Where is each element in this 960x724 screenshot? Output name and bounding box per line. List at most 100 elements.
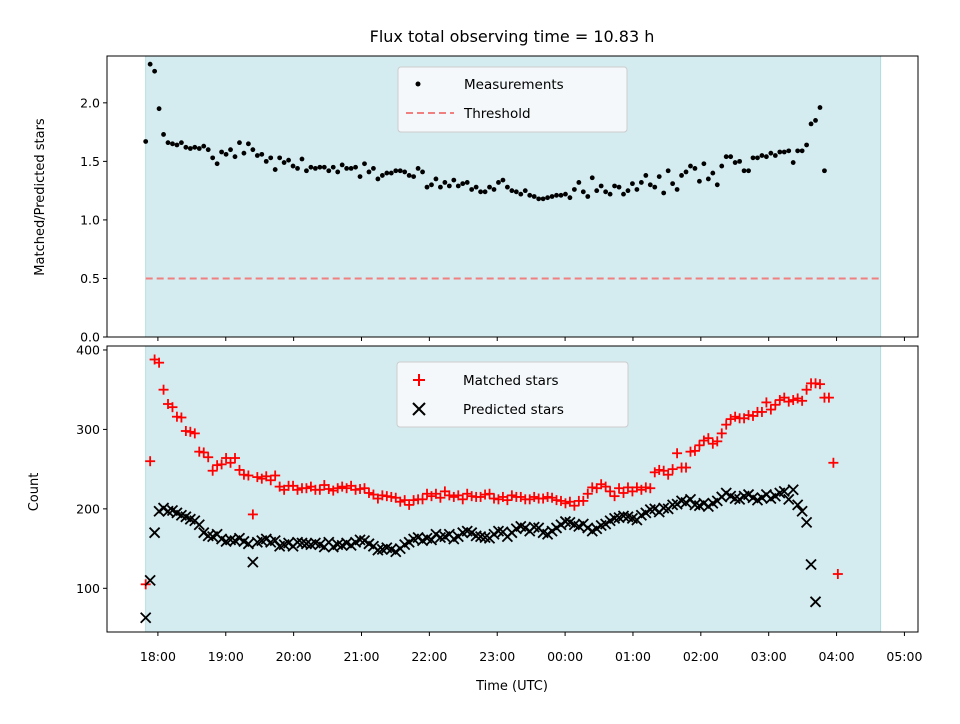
matched-star-point [712,436,723,447]
predicted-star-point [372,544,384,556]
measurement-point [683,169,689,175]
matched-star-point [560,498,571,509]
predicted-star-point [300,538,313,550]
matched-star-point [225,457,236,468]
predicted-star-point [787,484,799,496]
predicted-star-point [792,499,804,511]
x-tick-label: 23:00 [479,649,515,664]
measurement-point [446,183,452,189]
matched-star-point [609,491,620,502]
measurement-point [732,160,738,165]
predicted-star-mark-b [175,509,188,521]
predicted-star-mark-b [282,537,295,549]
predicted-star-point [434,531,447,544]
predicted-star-mark-b [412,531,424,544]
x-axis-label: Time (UTC) [475,679,548,694]
measurement-point [527,192,533,198]
measurement-point [795,148,801,154]
predicted-star-mark-b [269,535,281,547]
matched-star-point [203,452,214,463]
measurement-point [719,163,725,169]
measurement-point [179,140,184,146]
matched-star-point [832,569,843,580]
measurement-point [705,176,711,182]
matched-star-point [337,481,348,492]
measurement-point [228,147,233,153]
measurement-point [214,161,220,167]
x-tick-label: 01:00 [615,649,651,664]
measurement-point [442,180,448,185]
measurement-point [670,181,676,187]
predicted-star-mark-b [684,493,697,505]
measurement-point [362,161,367,167]
matched-star-point [792,393,803,404]
matched-star-point [716,428,727,439]
measurement-point [344,166,350,171]
measurement-point [652,184,658,190]
measurement-point [348,166,354,171]
count-legend-box [396,361,629,428]
measurement-point [607,191,613,197]
measurement-point [464,180,470,185]
predicted-star-point [470,530,482,542]
matched-star-point [698,435,709,446]
measurement-point [223,151,229,157]
measurement-point [728,154,734,160]
predicted-star-mark-b [470,530,482,542]
matched-star-point [216,459,227,470]
matched-star-point [801,384,812,395]
measurement-point [393,168,399,174]
matched-star-point [265,475,276,486]
predicted-star-mark-b [528,521,540,533]
measurement-point [714,182,720,188]
predicted-star-mark-b [792,499,804,511]
measurement-point [594,188,600,194]
matched-star-point [256,473,267,484]
predicted-star-mark-b [658,502,670,514]
predicted-star-mark-b [689,499,701,511]
predicted-star-point [242,538,255,550]
predicted-star-mark-b [666,499,679,511]
matched-star-point [672,448,683,459]
matched-star-point [788,395,799,406]
predicted-star-mark-b [372,544,384,556]
measurement-point [174,142,180,148]
predicted-star-mark-b [783,493,795,505]
measurement-point [299,156,305,162]
predicted-star-mark-b [224,534,237,546]
matched-star-point [663,469,674,480]
measurement-point [196,146,202,151]
matched-star-point [404,499,415,510]
measurement-point [330,164,336,170]
measurement-point [513,189,519,195]
x-tick-label: 22:00 [411,649,447,664]
matched-star-point [600,481,611,492]
measurement-point [621,191,626,197]
predicted-star-mark-b [332,538,344,551]
predicted-star-mark-b [800,516,813,529]
predicted-star-point [148,527,161,539]
measurement-point [326,168,332,174]
measurement-point [536,196,542,202]
measurement-point [304,168,309,174]
predicted-star-mark-b [260,533,272,545]
predicted-star-point [796,505,808,517]
predicted-star-mark-b [568,519,581,531]
count-y-tick-label: 300 [76,422,100,437]
count-y-tick-label: 100 [76,581,100,596]
predicted-star-point [783,493,795,505]
measurement-point [366,169,372,175]
measurement-point [799,148,805,154]
measurement-point [585,194,591,199]
predicted-star-mark-b [466,527,478,539]
measurement-point [272,167,278,172]
matched-star-point [814,379,825,390]
measurement-point [165,140,171,146]
matched-star-point [243,470,254,481]
predicted-star-point [608,512,621,525]
matched-star-point [475,491,486,502]
matched-star-point [167,402,178,413]
measurement-point [295,166,300,171]
predicted-star-mark-b [519,522,531,534]
measurement-point [415,166,421,171]
